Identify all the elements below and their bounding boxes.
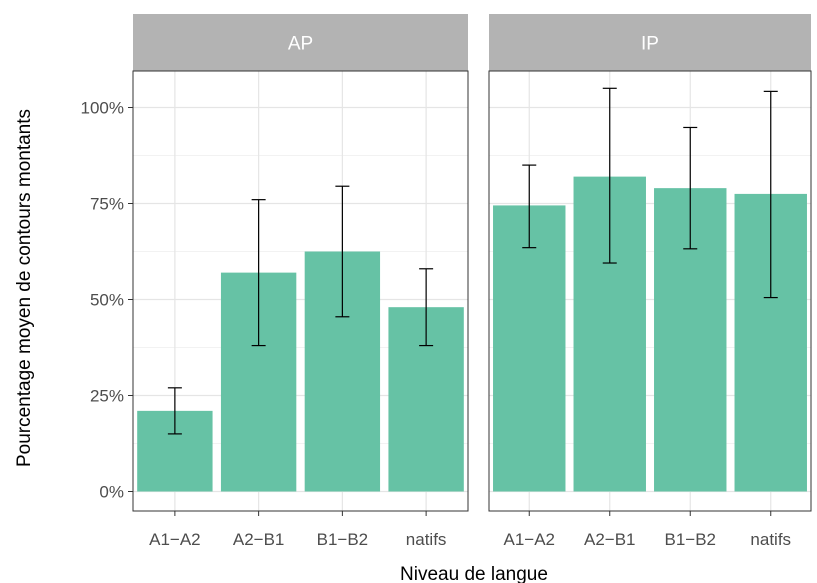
panel-border	[132, 70, 469, 512]
facet-strip	[133, 14, 468, 71]
bar	[493, 205, 566, 492]
x-tick-label: A2−B1	[584, 530, 636, 549]
y-tick-label: 25%	[90, 387, 124, 406]
x-tick-label: A1−A2	[149, 530, 201, 549]
y-tick-label: 75%	[90, 195, 124, 214]
x-tick-label: A1−A2	[503, 530, 555, 549]
x-tick-label: B1−B2	[664, 530, 716, 549]
y-tick-label: 0%	[99, 483, 124, 502]
x-axis-title: Niveau de langue	[400, 564, 548, 583]
facet-strip-label: AP	[288, 34, 313, 55]
y-tick-label: 50%	[90, 291, 124, 310]
y-axis-title: Pourcentage moyen de contours montants	[14, 109, 35, 467]
x-tick-label: A2−B1	[233, 530, 285, 549]
y-tick-label: 100%	[81, 99, 124, 118]
facet-panel-ap: AP	[132, 14, 469, 512]
facet-strip-label: IP	[641, 34, 659, 55]
x-tick-label: natifs	[406, 530, 447, 549]
facet-panel-ip: IP	[488, 14, 812, 512]
x-tick-label: B1−B2	[317, 530, 369, 549]
panel-border	[488, 70, 812, 512]
x-tick-label: natifs	[750, 530, 791, 549]
facet-strip	[489, 14, 811, 71]
